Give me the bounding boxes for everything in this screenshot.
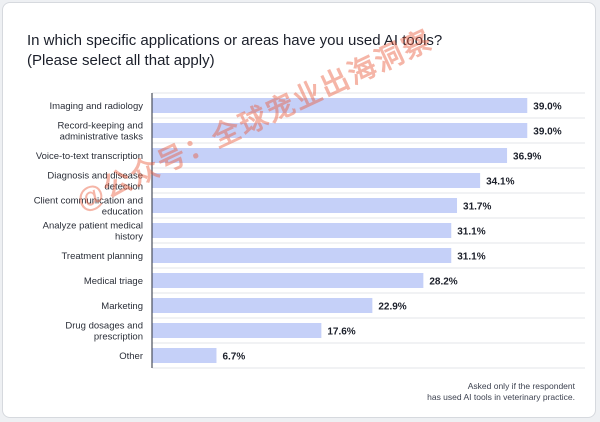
value-label: 6.7% bbox=[222, 352, 245, 363]
bar bbox=[152, 98, 528, 113]
category-label: Client communication and bbox=[34, 196, 143, 207]
bar-chart: 39.0% Imaging and radiology 39.0% Record-ke… bbox=[34, 92, 585, 369]
category-label: history bbox=[115, 232, 143, 243]
category-label: Imaging and radiology bbox=[50, 101, 144, 112]
category-label: Medical triage bbox=[84, 276, 143, 287]
value-label: 31.1% bbox=[457, 227, 485, 238]
category-label: Analyze patient medical bbox=[43, 221, 143, 232]
value-label: 22.9% bbox=[378, 302, 406, 313]
category-label: Voice-to-text transcription bbox=[36, 151, 143, 162]
bar bbox=[152, 123, 528, 138]
category-label: detection bbox=[104, 182, 143, 193]
chart-title-line2: (Please select all that apply) bbox=[27, 52, 215, 69]
footnote-line2: has used AI tools in veterinary practice… bbox=[427, 392, 575, 402]
category-label: administrative tasks bbox=[60, 132, 144, 143]
value-label: 36.9% bbox=[513, 152, 541, 163]
chart-title-line1: In which specific applications or areas … bbox=[27, 32, 443, 49]
value-label: 28.2% bbox=[429, 277, 457, 288]
category-label: prescription bbox=[94, 332, 143, 343]
footnote: Asked only if the respondent has used AI… bbox=[427, 381, 575, 403]
category-label: education bbox=[102, 207, 143, 218]
bar bbox=[152, 323, 322, 338]
value-label: 31.7% bbox=[463, 202, 491, 213]
value-label: 39.0% bbox=[533, 127, 561, 138]
value-label: 39.0% bbox=[533, 102, 561, 113]
bar bbox=[152, 223, 452, 238]
category-label: Marketing bbox=[101, 301, 143, 312]
category-label: Record-keeping and bbox=[57, 121, 143, 132]
category-label: Diagnosis and disease bbox=[47, 171, 143, 182]
category-label: Drug dosages and bbox=[65, 321, 143, 332]
bar bbox=[152, 173, 481, 188]
bar bbox=[152, 273, 424, 288]
chart-title: In which specific applications or areas … bbox=[27, 31, 467, 71]
bar bbox=[152, 348, 217, 363]
value-label: 17.6% bbox=[327, 327, 355, 338]
bar bbox=[152, 148, 508, 163]
chart-card: In which specific applications or areas … bbox=[2, 2, 596, 418]
category-label: Other bbox=[119, 351, 143, 362]
value-label: 31.1% bbox=[457, 252, 485, 263]
category-label: Treatment planning bbox=[61, 251, 143, 262]
value-label: 34.1% bbox=[486, 177, 514, 188]
footnote-line1: Asked only if the respondent bbox=[467, 381, 575, 391]
bar bbox=[152, 248, 452, 263]
bar bbox=[152, 298, 373, 313]
bar bbox=[152, 198, 458, 213]
